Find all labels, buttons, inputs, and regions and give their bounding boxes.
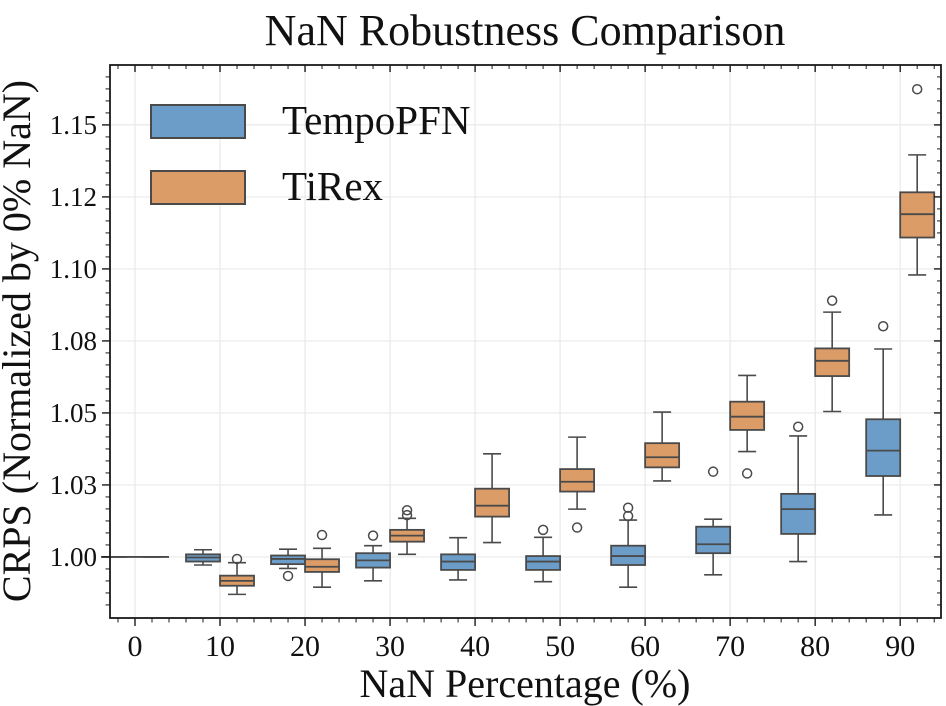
x-tick-label: 40	[460, 630, 490, 663]
outlier-marker	[741, 468, 753, 479]
iqr-box	[644, 442, 681, 469]
x-tick-label: 30	[375, 630, 405, 663]
outlier-marker	[316, 529, 328, 541]
legend-label-tempopfn: TempoPFN	[282, 97, 470, 143]
box-tempopfn-80	[780, 421, 817, 563]
x-tick-label: 50	[545, 630, 575, 663]
box-tempopfn-40	[440, 536, 476, 581]
axes-frame	[109, 64, 942, 619]
iqr-box	[865, 418, 902, 477]
iqr-box	[695, 525, 732, 555]
x-tick-label: 90	[885, 630, 915, 663]
outlier-marker	[231, 553, 243, 565]
x-tick-label: 20	[290, 630, 320, 663]
outlier-marker	[826, 295, 838, 306]
outlier-marker	[401, 505, 413, 516]
iqr-box	[304, 558, 340, 573]
y-tick-label: 1.10	[50, 254, 97, 284]
box-tempopfn-60	[610, 502, 647, 588]
y-tick-label: 1.03	[50, 470, 97, 500]
box-tirex-30	[389, 505, 425, 556]
tick-labels: 1.00 1.03 1.05 1.08 1.10 1.12 1.15 0 10 20 30 40 50 6…	[50, 110, 915, 663]
x-tick-label: 0	[127, 630, 142, 663]
box-tempopfn-90	[865, 320, 902, 516]
box-tempopfn-50	[525, 524, 562, 583]
box-tirex-10	[219, 553, 255, 596]
box-tirex-90	[899, 83, 936, 276]
box-tempopfn-70	[695, 466, 732, 576]
legend-label-tirex: TiRex	[282, 163, 383, 209]
x-tick-label: 10	[205, 630, 235, 663]
outlier-marker	[537, 524, 549, 536]
outlier-marker	[911, 83, 923, 95]
iqr-box	[474, 487, 510, 518]
y-tick-label: 1.08	[50, 326, 97, 356]
x-tick-label: 60	[630, 630, 660, 663]
y-tick-label: 1.00	[50, 542, 97, 572]
outlier-marker	[792, 421, 804, 433]
outlier-marker	[707, 466, 719, 477]
y-tick-label: 1.12	[50, 182, 97, 212]
gridlines	[110, 65, 941, 618]
y-tick-label: 1.15	[50, 110, 97, 140]
y-axis-label: CRPS (Normalized by 0% NaN)	[0, 80, 39, 602]
x-tick-label: 70	[715, 630, 745, 663]
plot-frame	[109, 64, 942, 619]
x-axis-label: NaN Percentage (%)	[360, 661, 691, 706]
y-tick-label: 1.05	[50, 398, 97, 428]
iqr-box	[525, 555, 562, 571]
outlier-marker	[401, 509, 413, 521]
box-tempopfn-20	[270, 548, 306, 582]
box-tempopfn-10	[185, 548, 221, 566]
box-tirex-20	[304, 529, 340, 588]
box-tirex-70	[729, 374, 766, 479]
box-tirex-50	[559, 436, 596, 533]
outlier-marker	[877, 320, 889, 332]
legend-swatch-tirex	[150, 170, 246, 205]
box-groups	[100, 83, 936, 596]
chart-title: NaN Robustness Comparison	[265, 6, 786, 55]
box-tempopfn-30	[355, 530, 391, 582]
box-tirex-80	[814, 295, 851, 413]
legend-swatch-tempopfn	[150, 104, 246, 139]
x-tick-label: 80	[800, 630, 830, 663]
outlier-marker	[622, 502, 634, 513]
iqr-box	[814, 347, 851, 377]
box-tirex-40	[474, 453, 510, 544]
iqr-box	[559, 468, 596, 493]
box-tirex-60	[644, 411, 681, 482]
outlier-marker	[571, 522, 583, 533]
outlier-marker	[282, 570, 294, 582]
iqr-box	[780, 492, 817, 535]
legend: TempoPFN TiRex	[150, 97, 470, 209]
outlier-marker	[367, 530, 379, 541]
